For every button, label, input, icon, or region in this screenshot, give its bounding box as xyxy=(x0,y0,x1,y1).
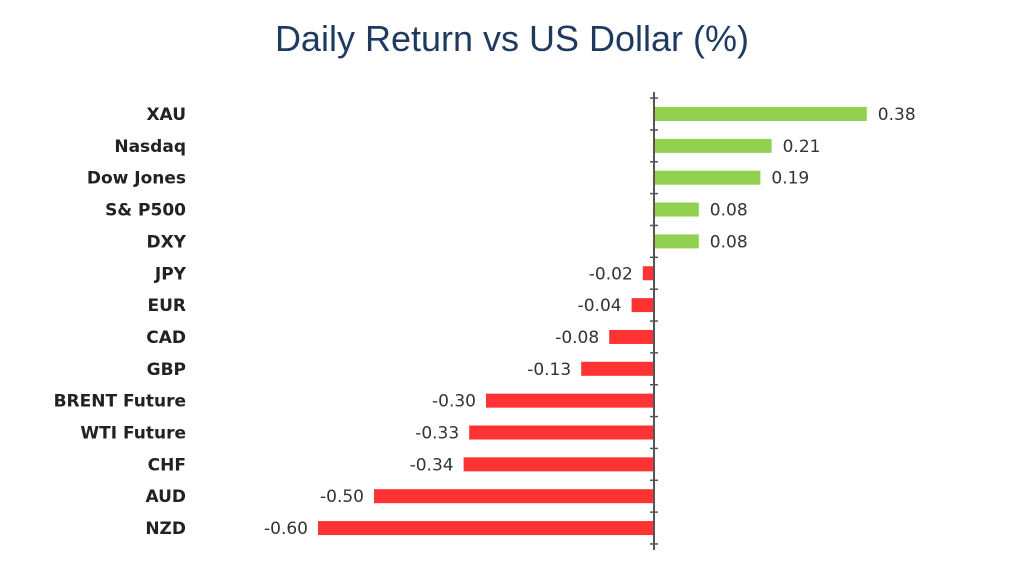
value-label: -0.60 xyxy=(264,519,308,539)
bar-nasdaq xyxy=(654,138,772,153)
value-label: -0.13 xyxy=(527,360,571,380)
value-label: 0.08 xyxy=(710,232,748,252)
bars-layer xyxy=(318,107,867,536)
bar-xau xyxy=(654,107,867,121)
bar-chf xyxy=(463,457,654,472)
value-label: 0.21 xyxy=(783,137,821,157)
bar-eur xyxy=(631,298,654,313)
bar-cad xyxy=(609,329,654,344)
category-label: S& P500 xyxy=(105,201,186,221)
category-label: JPY xyxy=(154,264,187,284)
bar-aud xyxy=(374,489,654,504)
value-label: -0.08 xyxy=(555,328,599,348)
category-label: WTI Future xyxy=(80,424,186,444)
category-label: Dow Jones xyxy=(87,169,186,189)
value-label: 0.38 xyxy=(878,105,916,125)
value-label: 0.19 xyxy=(771,169,809,189)
chart-title: Daily Return vs US Dollar (%) xyxy=(274,18,750,59)
value-label: 0.08 xyxy=(710,201,748,221)
category-label: CHF xyxy=(148,455,186,475)
bar-dxy xyxy=(654,234,699,249)
category-label: DXY xyxy=(146,232,186,252)
value-label: -0.50 xyxy=(320,487,364,507)
labels-layer: XAU 0.38 Nasdaq 0.21 Dow Jones 0.19 S& P500 0.0… xyxy=(54,105,916,539)
category-label: XAU xyxy=(146,105,186,125)
category-label: AUD xyxy=(145,487,186,507)
category-label: CAD xyxy=(146,328,186,348)
bar-brent-future xyxy=(486,393,654,408)
bar-jpy xyxy=(642,266,654,281)
bar-s-p500 xyxy=(654,202,699,217)
value-label: -0.30 xyxy=(432,392,476,412)
axis-layer xyxy=(650,92,658,550)
category-label: Nasdaq xyxy=(114,137,186,157)
value-label: -0.33 xyxy=(415,424,459,444)
bar-wti-future xyxy=(469,425,654,440)
value-label: -0.04 xyxy=(578,296,622,316)
category-label: BRENT Future xyxy=(54,392,186,412)
value-label: -0.34 xyxy=(410,455,454,475)
bar-dow-jones xyxy=(654,170,761,185)
bar-gbp xyxy=(581,361,654,376)
bar-nzd xyxy=(318,521,654,536)
category-label: EUR xyxy=(147,296,186,316)
category-label: NZD xyxy=(145,519,186,539)
category-label: GBP xyxy=(147,360,186,380)
value-label: -0.02 xyxy=(589,264,633,284)
